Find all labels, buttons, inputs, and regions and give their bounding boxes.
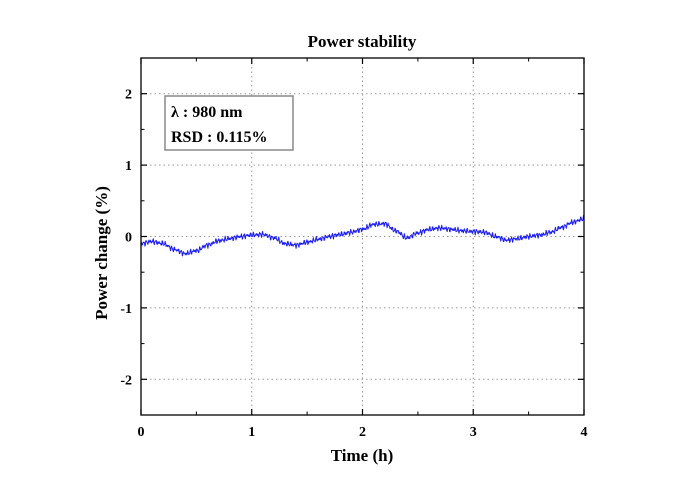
chart-title: Power stability xyxy=(308,32,417,51)
data-point xyxy=(151,240,153,243)
y-tick-label: 1 xyxy=(125,159,132,174)
x-tick-label: 2 xyxy=(359,425,366,440)
annotation-frame xyxy=(164,95,294,151)
annotation-box: λ : 980 nm RSD : 0.115% xyxy=(164,95,294,151)
data-point xyxy=(528,235,530,238)
data-point xyxy=(483,231,485,233)
data-point xyxy=(350,231,353,233)
data-point xyxy=(461,230,463,232)
x-tick-label: 4 xyxy=(581,425,588,440)
y-tick-label: 2 xyxy=(125,88,132,103)
data-point xyxy=(361,228,364,230)
data-point xyxy=(516,238,519,240)
data-point xyxy=(273,237,275,239)
data-point xyxy=(494,235,496,238)
data-point xyxy=(550,231,552,233)
data-point xyxy=(539,234,541,236)
data-point xyxy=(417,232,419,234)
data-point xyxy=(472,230,474,233)
data-point xyxy=(317,238,319,240)
data-point xyxy=(240,235,242,238)
data-point xyxy=(372,223,375,225)
data-point xyxy=(173,248,175,250)
data-point xyxy=(229,238,231,240)
data-point xyxy=(572,221,574,223)
annotation-wavelength: λ : 980 nm xyxy=(171,104,243,121)
series-layer xyxy=(140,215,585,257)
y-tick-label: -1 xyxy=(120,302,132,317)
data-point xyxy=(251,234,253,236)
axis-ticks xyxy=(140,57,585,416)
x-tick-label: 1 xyxy=(248,425,255,440)
data-point xyxy=(384,223,386,225)
data-point xyxy=(162,243,164,245)
y-tick-label: 0 xyxy=(125,231,132,246)
tick-labels: 0 1 2 3 4 -2 -1 0 1 2 xyxy=(120,88,587,440)
data-point xyxy=(439,227,441,229)
data-point xyxy=(505,239,508,241)
data-point xyxy=(561,226,563,228)
data-point xyxy=(339,233,341,235)
grid xyxy=(141,58,584,415)
data-point xyxy=(284,243,286,245)
x-axis-label: Time (h) xyxy=(331,446,394,465)
data-point xyxy=(450,228,452,230)
data-point xyxy=(262,233,264,235)
data-point xyxy=(428,228,430,230)
data-point xyxy=(184,253,186,255)
annotation-rsd: RSD : 0.115% xyxy=(171,129,267,146)
data-point xyxy=(406,237,408,239)
data-point xyxy=(306,241,308,243)
data-point xyxy=(195,250,197,252)
series-line xyxy=(140,215,585,257)
x-tick-label: 3 xyxy=(470,425,477,440)
data-point xyxy=(295,244,297,246)
data-point xyxy=(328,235,330,238)
y-tick-label: -2 xyxy=(120,373,132,388)
x-tick-label: 0 xyxy=(138,425,145,440)
data-point xyxy=(217,240,220,242)
y-axis-label: Power change (%) xyxy=(92,186,111,320)
data-point xyxy=(395,230,397,232)
data-point xyxy=(206,244,209,246)
